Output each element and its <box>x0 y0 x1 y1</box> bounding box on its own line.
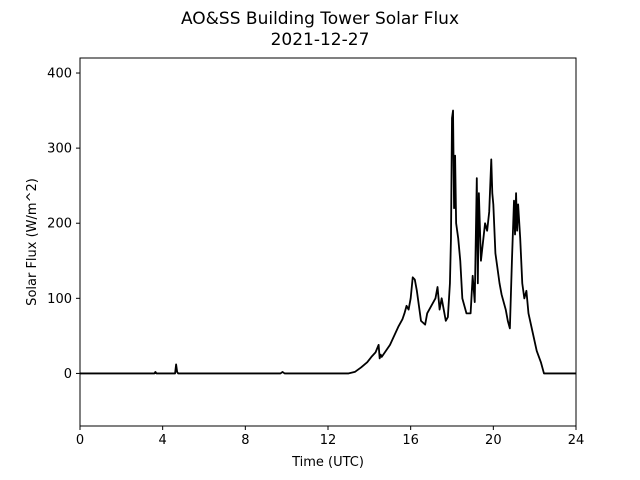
x-axis-label: Time (UTC) <box>291 455 364 470</box>
x-tick-label: 24 <box>568 433 585 448</box>
x-tick-label: 8 <box>241 433 249 448</box>
y-tick-label: 400 <box>47 67 72 82</box>
y-tick-label: 200 <box>47 217 72 232</box>
y-tick-label: 300 <box>47 142 72 157</box>
plot-frame <box>79 57 577 427</box>
x-tick-label: 20 <box>485 433 502 448</box>
x-tick-label: 0 <box>76 433 84 448</box>
y-axis-label: Solar Flux (W/m^2) <box>25 178 40 306</box>
x-tick-label: 16 <box>402 433 419 448</box>
y-axis: 0 100 200 300 400 <box>47 67 80 382</box>
y-tick-label: 100 <box>47 292 72 307</box>
x-tick-label: 4 <box>159 433 167 448</box>
solar-flux-series-line <box>80 109 576 375</box>
x-tick-label: 12 <box>320 433 337 448</box>
chart-title: AO&SS Building Tower Solar Flux <box>181 9 459 29</box>
y-tick-label: 0 <box>64 367 72 382</box>
plot-area <box>80 109 576 375</box>
chart-subtitle: 2021-12-27 <box>271 30 370 50</box>
x-axis: 0 4 8 12 16 20 24 <box>76 426 584 448</box>
